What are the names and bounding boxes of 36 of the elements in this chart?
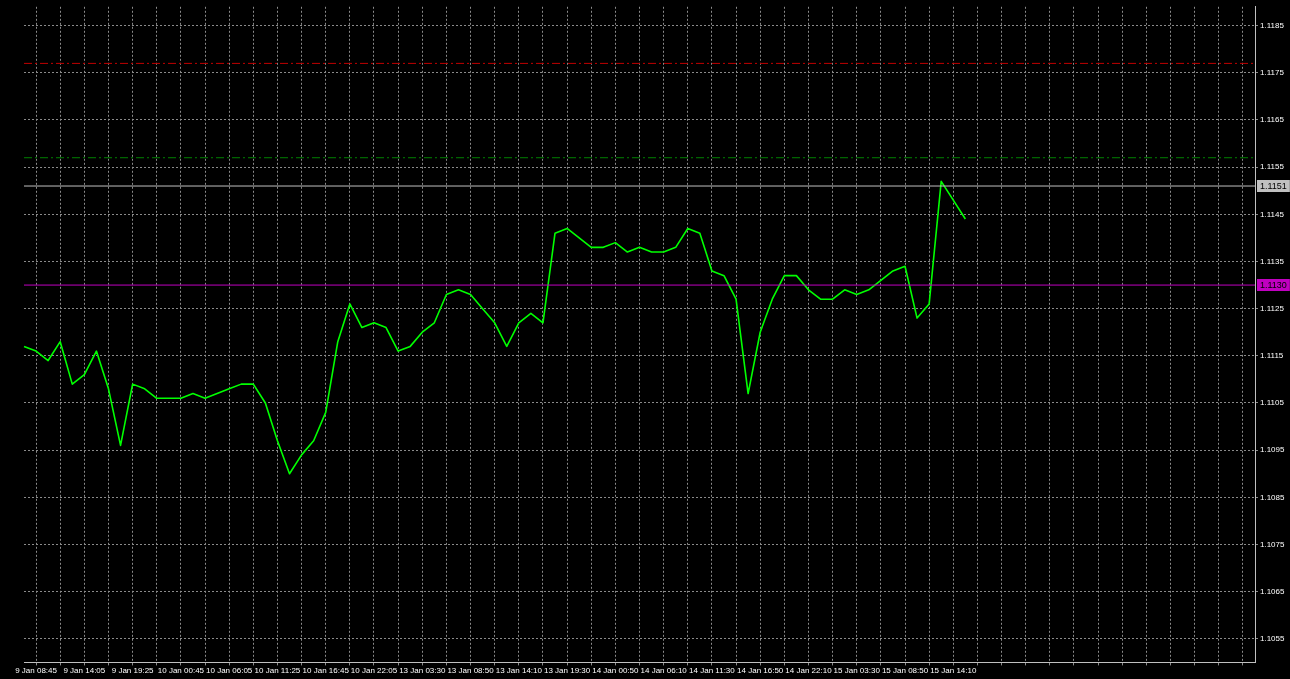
y-tick-label: 1.1175 [1260, 68, 1285, 78]
x-tick-label: 9 Jan 19:25 [111, 666, 155, 676]
x-tick-label: 15 Jan 08:50 [881, 666, 929, 676]
ref-line-label: 1.1151 [1260, 180, 1287, 191]
y-tick-label: 1.1105 [1260, 398, 1285, 408]
x-tick-label: 15 Jan 14:10 [930, 666, 977, 676]
y-tick-label: 1.1135 [1260, 256, 1285, 266]
x-tick-label: 14 Jan 22:10 [785, 666, 833, 676]
ref-line-label: 1.1130 [1260, 279, 1287, 290]
y-tick-label: 1.1125 [1260, 303, 1285, 313]
y-tick-label: 1.1145 [1260, 209, 1285, 219]
x-tick-label: 14 Jan 11:30 [689, 666, 736, 676]
x-tick-label: 9 Jan 08:45 [15, 666, 58, 676]
x-tick-label: 13 Jan 19:30 [543, 666, 591, 676]
x-tick-label: 10 Jan 00:45 [157, 666, 205, 676]
y-tick-label: 1.1115 [1260, 351, 1284, 361]
x-tick-label: 13 Jan 14:10 [495, 666, 543, 676]
x-tick-label: 13 Jan 03:30 [399, 666, 446, 676]
y-tick-label: 1.1055 [1260, 634, 1286, 644]
y-tick-label: 1.1075 [1260, 539, 1286, 549]
x-tick-label: 10 Jan 06:05 [206, 666, 253, 676]
x-tick-label: 13 Jan 08:50 [447, 666, 495, 676]
x-tick-label: 14 Jan 00:50 [592, 666, 640, 676]
x-tick-label: 14 Jan 06:10 [640, 666, 688, 676]
y-tick-label: 1.1165 [1260, 115, 1285, 125]
y-tick-label: 1.1185 [1260, 20, 1285, 30]
y-tick-label: 1.1155 [1260, 162, 1285, 172]
y-tick-label: 1.1095 [1260, 445, 1286, 455]
x-tick-label: 10 Jan 22:05 [350, 666, 398, 676]
x-tick-label: 14 Jan 16:50 [737, 666, 784, 676]
y-tick-label: 1.1065 [1260, 586, 1286, 596]
x-tick-label: 10 Jan 16:45 [302, 666, 350, 676]
x-tick-label: 9 Jan 14:05 [63, 666, 106, 676]
x-tick-label: 15 Jan 03:30 [833, 666, 881, 676]
x-tick-label: 10 Jan 11:25 [254, 666, 301, 676]
y-tick-label: 1.1085 [1260, 492, 1286, 502]
